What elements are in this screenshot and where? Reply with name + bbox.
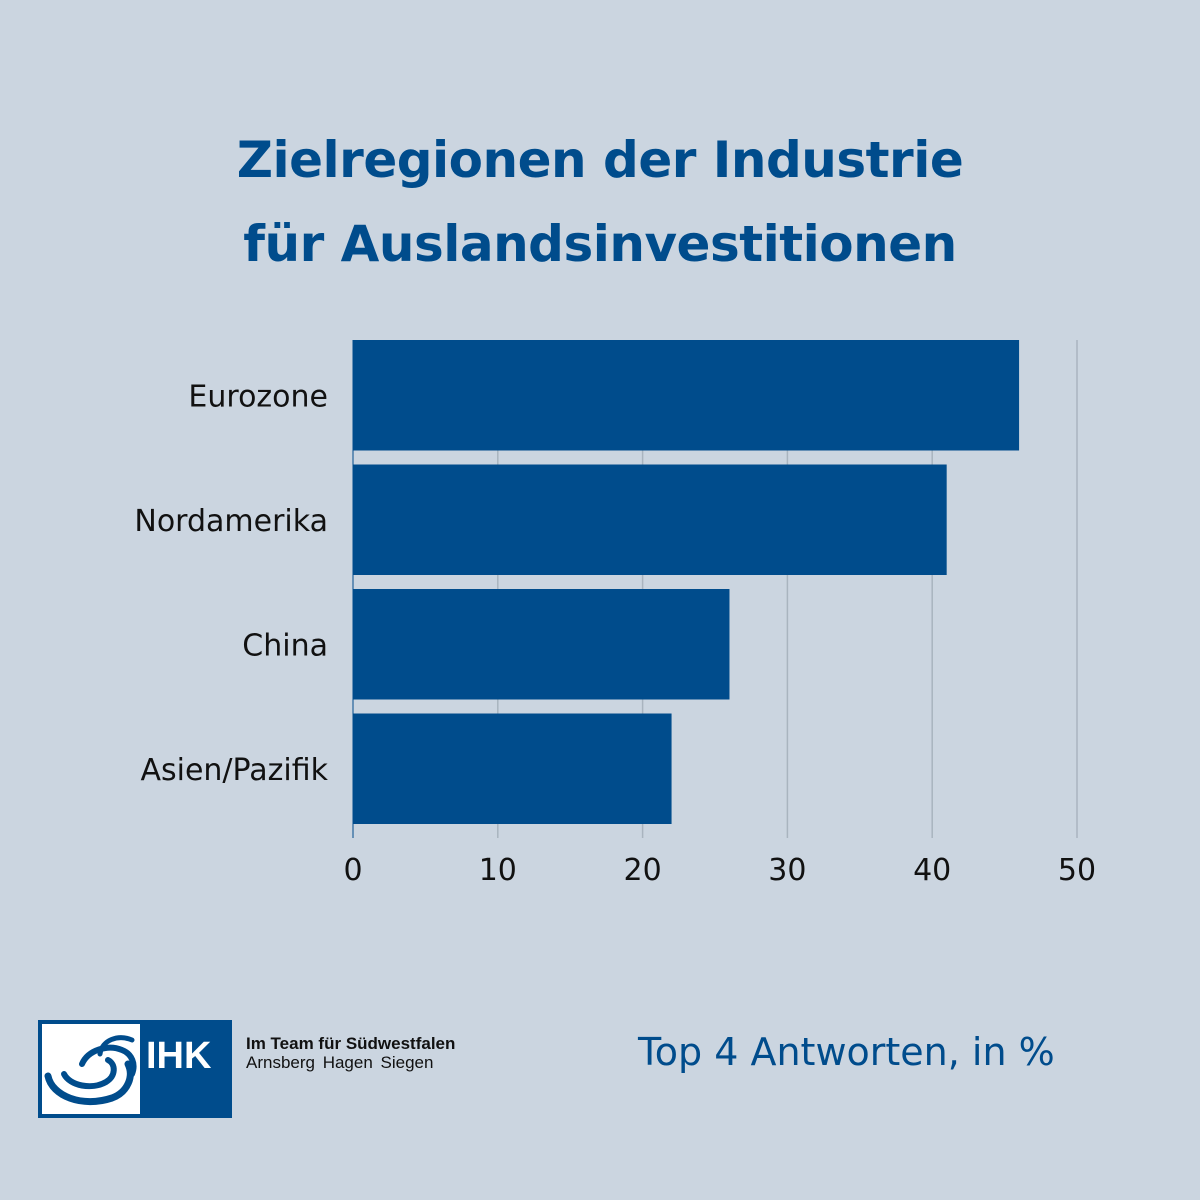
- bar-0: [353, 340, 1020, 451]
- bar-1: [353, 464, 947, 575]
- category-label-0: Eurozone: [188, 379, 328, 414]
- chart-title: Zielregionen der Industrie für Auslandsi…: [0, 118, 1200, 286]
- logo-tagline-1: Im Team für Südwestfalen: [246, 1034, 456, 1053]
- ihk-logo: [38, 1020, 232, 1118]
- x-tick-label-5: 50: [1058, 853, 1096, 888]
- x-tick-label-3: 30: [768, 853, 806, 888]
- category-label-1: Nordamerika: [134, 504, 328, 539]
- logo-tagline: Im Team für Südwestfalen Arnsberg Hagen …: [246, 1034, 455, 1072]
- category-label-2: China: [242, 628, 328, 663]
- ihk-logo-text: IHK: [146, 1035, 212, 1077]
- bar-3: [353, 713, 672, 824]
- x-tick-label-2: 20: [624, 853, 662, 888]
- category-label-3: Asien/Pazifik: [140, 753, 328, 788]
- bar-2: [353, 589, 730, 700]
- x-tick-label-4: 40: [913, 853, 951, 888]
- logo-tagline-2: Arnsberg Hagen Siegen: [246, 1053, 434, 1072]
- ihk-swirl-logo-icon: [42, 1024, 140, 1114]
- footnote: Top 4 Antworten, in %: [638, 1030, 1055, 1074]
- x-tick-label-1: 10: [479, 853, 517, 888]
- x-tick-label-0: 0: [343, 853, 362, 888]
- chart-title-line-1: Zielregionen der Industrie: [236, 131, 964, 189]
- chart-title-line-2: für Auslandsinvestitionen: [243, 215, 957, 273]
